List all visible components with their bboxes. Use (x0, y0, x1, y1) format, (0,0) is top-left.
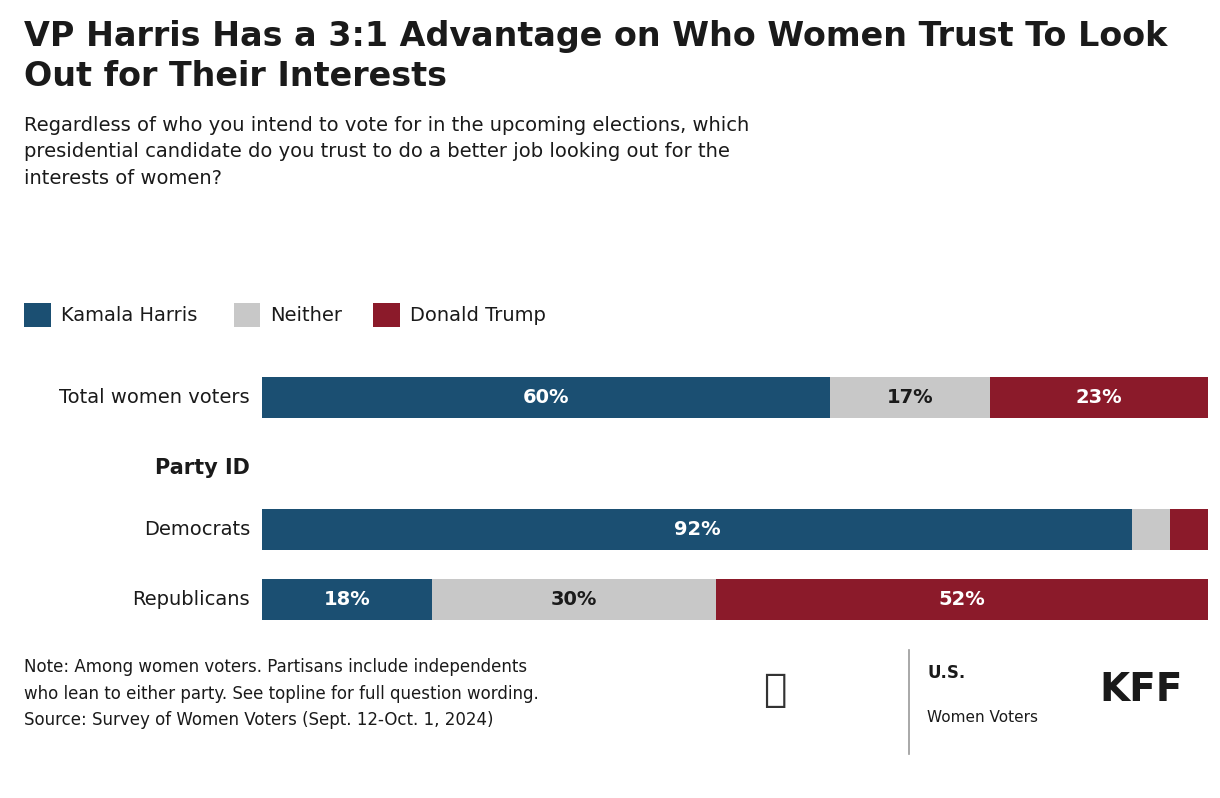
Bar (1170, 509, 1208, 550)
Text: VP Harris Has a 3:1 Advantage on Who Women Trust To Look: VP Harris Has a 3:1 Advantage on Who Wom… (24, 20, 1168, 53)
Text: 23%: 23% (1076, 388, 1122, 407)
Bar (716, 579, 1208, 620)
Text: Total women voters: Total women voters (60, 388, 250, 407)
Text: 17%: 17% (887, 388, 933, 407)
Text: Out for Their Interests: Out for Their Interests (24, 60, 448, 93)
Bar (262, 509, 1132, 550)
Text: Democrats: Democrats (144, 520, 250, 539)
Text: 30%: 30% (551, 590, 598, 609)
Bar (262, 377, 830, 418)
Text: 60%: 60% (522, 388, 570, 407)
Text: KFF: KFF (1099, 671, 1182, 709)
Bar (1132, 509, 1170, 550)
Text: 92%: 92% (673, 520, 721, 539)
Text: Kamala Harris: Kamala Harris (61, 306, 198, 325)
Text: 18%: 18% (325, 590, 371, 609)
Text: Regardless of who you intend to vote for in the upcoming elections, which
presid: Regardless of who you intend to vote for… (24, 116, 749, 188)
Text: Note: Among women voters. Partisans include independents
who lean to either part: Note: Among women voters. Partisans incl… (24, 658, 539, 729)
Text: 52%: 52% (938, 590, 986, 609)
Text: U.S.: U.S. (927, 664, 965, 682)
Bar (262, 579, 432, 620)
Text: Neither: Neither (271, 306, 343, 325)
Text: Republicans: Republicans (133, 590, 250, 609)
Bar (830, 377, 991, 418)
Text: Donald Trump: Donald Trump (410, 306, 545, 325)
Bar (432, 579, 716, 620)
Text: Party ID: Party ID (155, 457, 250, 477)
Text: ⬛: ⬛ (762, 671, 787, 709)
Bar (991, 377, 1208, 418)
Text: Women Voters: Women Voters (927, 710, 1038, 725)
